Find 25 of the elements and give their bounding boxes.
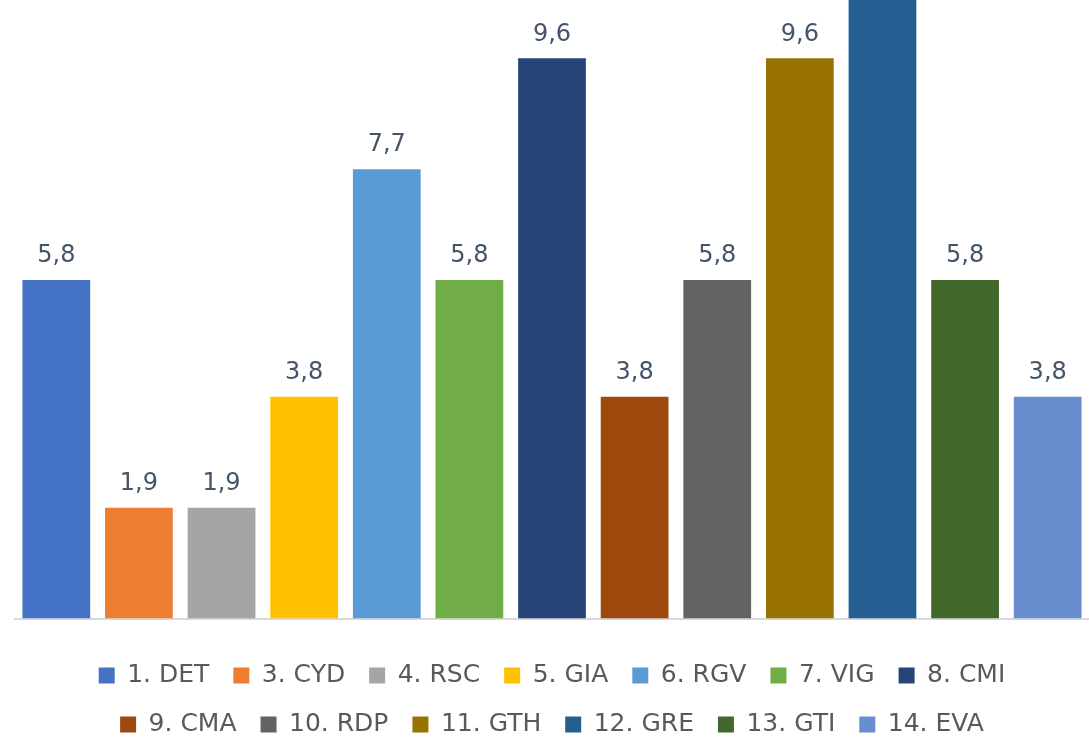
legend-label: 13. GTI xyxy=(746,708,836,737)
data-label: 5,8 xyxy=(945,240,985,269)
data-label: 5,8 xyxy=(37,240,76,269)
legend-label: 1. DET xyxy=(127,659,211,688)
data-label: 3,8 xyxy=(1028,357,1067,386)
data-label: 3,8 xyxy=(615,357,654,386)
data-label: 9,6 xyxy=(780,18,819,47)
legend-label: 6. RGV xyxy=(660,659,747,688)
legend-label: 12. GRE xyxy=(593,708,694,737)
data-label: 1,9 xyxy=(202,467,241,496)
legend-label: 8. CMI xyxy=(927,659,1006,688)
legend-label: 9. CMA xyxy=(148,708,237,737)
legend-label: 4. RSC xyxy=(397,659,481,688)
legend-label: 5. GIA xyxy=(532,659,609,688)
data-label: 1,9 xyxy=(119,467,159,496)
legend-label: 3. CYD xyxy=(261,659,346,688)
data-label: 5,8 xyxy=(450,240,489,269)
data-label: 3,8 xyxy=(285,357,324,386)
data-label: 9,6 xyxy=(532,18,572,47)
data-label: 5,8 xyxy=(698,240,737,269)
legend-label: 11. GTH xyxy=(440,708,542,737)
data-label: 7,7 xyxy=(367,129,406,158)
legend-label: 14. EVA xyxy=(887,708,984,737)
legend-label: 10. RDP xyxy=(289,708,389,737)
legend-label: 7. VIG xyxy=(798,659,875,688)
